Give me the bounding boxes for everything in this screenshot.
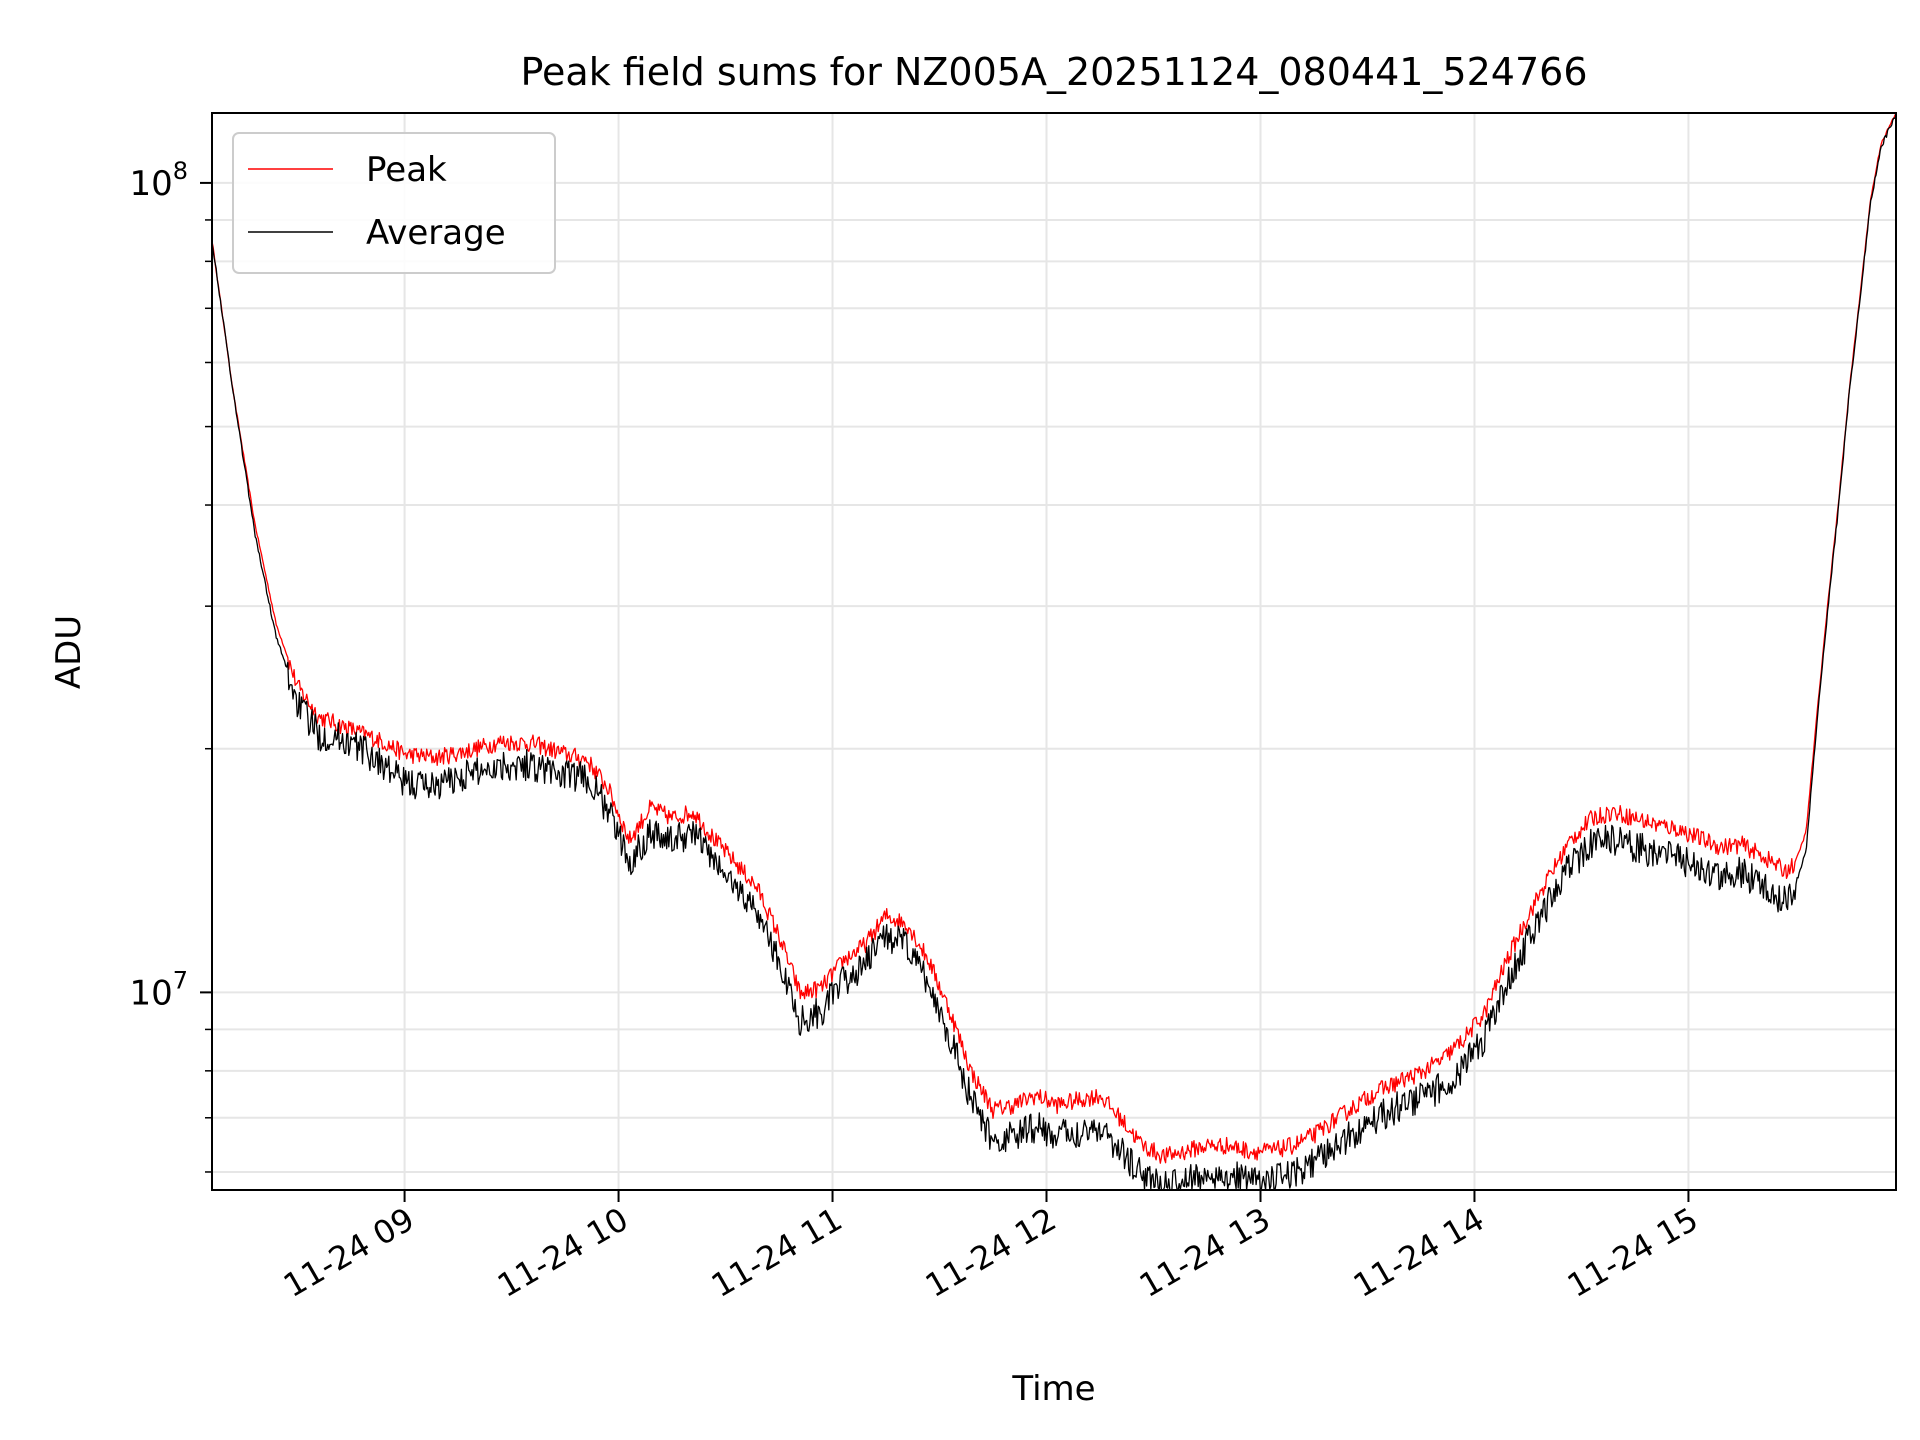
x-axis-label: Time (1011, 1369, 1095, 1409)
grid (212, 113, 1896, 1190)
legend-box (232, 132, 556, 274)
plot-frame (211, 112, 1897, 1191)
y-axis-label: ADU (49, 615, 89, 689)
series-line-average (211, 116, 1897, 1191)
legend: Peak Average (232, 132, 556, 274)
y-axis: 107 108 (129, 157, 212, 1173)
series-line-peak (211, 112, 1897, 1164)
legend-label-peak: Peak (366, 150, 447, 190)
chart-title: Peak field sums for NZ005A_20251124_0804… (520, 50, 1587, 94)
y-tick-label: 107 (129, 966, 188, 1013)
legend-label-average: Average (366, 213, 506, 253)
series-layer (211, 112, 1897, 1191)
y-tick-label: 108 (129, 157, 188, 204)
